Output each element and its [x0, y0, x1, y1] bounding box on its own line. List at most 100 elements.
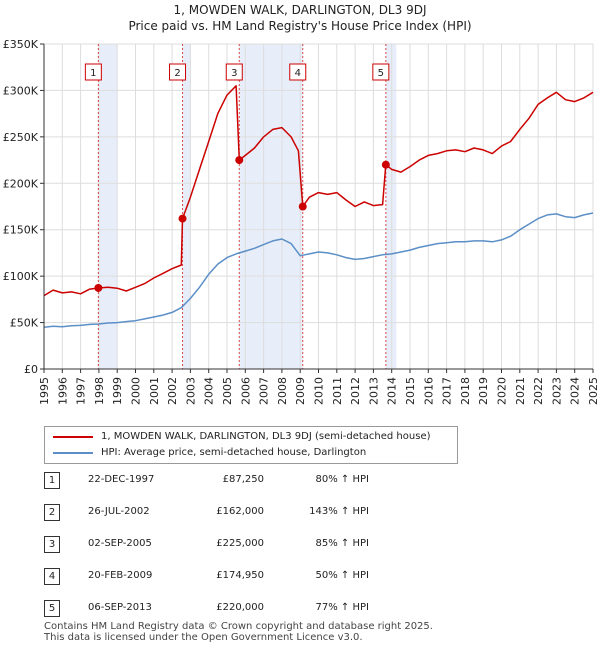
legend-swatch-hpi — [53, 452, 93, 454]
x-tick-label: 1998 — [93, 377, 106, 405]
sale-number: 1 — [44, 472, 60, 489]
y-tick-label: £150K — [3, 224, 39, 237]
x-tick-label: 2012 — [349, 377, 362, 405]
table-row: 3 02-SEP-2005 £225,000 85% ↑ HPI — [44, 536, 444, 554]
sale-number: 5 — [44, 600, 60, 617]
legend-swatch-property — [53, 436, 93, 438]
sale-hpi-change: 77% ↑ HPI — [315, 602, 369, 613]
y-tick-label: £300K — [3, 84, 39, 97]
footer-licence: This data is licensed under the Open Gov… — [44, 632, 363, 643]
sale-point — [235, 156, 244, 165]
x-tick-label: 2007 — [258, 377, 271, 405]
x-tick-label: 2018 — [459, 377, 472, 405]
sale-marker-label: 4 — [295, 68, 301, 79]
x-tick-label: 2025 — [587, 377, 600, 405]
chart-title-line2: Price paid vs. HM Land Registry's House … — [128, 19, 472, 33]
sale-number: 2 — [44, 504, 60, 521]
sale-point — [298, 202, 307, 211]
x-tick-label: 2011 — [331, 377, 344, 405]
x-tick-label: 2004 — [203, 377, 216, 405]
sale-marker-box — [225, 63, 243, 81]
hpi-line — [43, 212, 594, 328]
y-tick-label: £350K — [3, 38, 39, 51]
shaded-period — [98, 44, 118, 369]
x-tick-label: 2010 — [313, 377, 326, 405]
series-lines — [43, 85, 594, 328]
sale-marker-box — [84, 63, 102, 81]
x-tick-label: 1999 — [111, 377, 124, 405]
x-tick-label: 2006 — [239, 377, 252, 405]
x-tick-label: 2015 — [404, 377, 417, 405]
sale-marker-box — [372, 63, 390, 81]
y-tick-label: £200K — [3, 177, 39, 190]
axes: £0 £50K £100K £150K £200K £250K £300K £350K 1995… — [3, 38, 600, 405]
table-row: 4 20-FEB-2009 £174,950 50% ↑ HPI — [44, 568, 444, 586]
sale-hpi-change: 143% ↑ HPI — [309, 506, 369, 517]
sale-date: 06-SEP-2013 — [88, 602, 152, 613]
x-tick-label: 2003 — [184, 377, 197, 405]
x-tick-label: 2020 — [496, 377, 509, 405]
x-tick-label: 2023 — [550, 377, 563, 405]
sale-date: 20-FEB-2009 — [88, 570, 153, 581]
sale-point — [178, 214, 187, 223]
sale-number: 3 — [44, 536, 60, 553]
chart-title-line1: 1, MOWDEN WALK, DARLINGTON, DL3 9DJ — [173, 3, 427, 17]
property-price-line — [43, 85, 594, 297]
table-row: 1 22-DEC-1997 £87,250 80% ↑ HPI — [44, 472, 444, 490]
sale-marker-label: 5 — [378, 68, 384, 79]
sale-price: £225,000 — [216, 538, 264, 549]
x-tick-label: 2024 — [569, 377, 582, 405]
y-tick-label: £250K — [3, 131, 39, 144]
sale-points — [94, 156, 390, 292]
sale-price: £162,000 — [216, 506, 264, 517]
table-row: 5 06-SEP-2013 £220,000 77% ↑ HPI — [44, 600, 444, 618]
x-tick-label: 2014 — [386, 377, 399, 405]
sale-marker-label: 2 — [174, 68, 180, 79]
legend-item-property: 1, MOWDEN WALK, DARLINGTON, DL3 9DJ (sem… — [53, 429, 431, 445]
shaded-period — [385, 44, 397, 369]
x-tick-label: 2000 — [130, 377, 143, 405]
x-tick-label: 2017 — [441, 377, 454, 405]
sale-marker-label: 3 — [231, 68, 237, 79]
sale-marker-box — [289, 63, 307, 81]
legend-label-property: 1, MOWDEN WALK, DARLINGTON, DL3 9DJ (sem… — [101, 431, 431, 442]
footer-copyright: Contains HM Land Registry data © Crown c… — [44, 621, 433, 632]
footer: Contains HM Land Registry data © Crown c… — [44, 621, 433, 643]
y-tick-label: £50K — [10, 317, 39, 330]
x-tick-label: 1995 — [38, 377, 51, 405]
sale-date: 02-SEP-2005 — [88, 538, 152, 549]
x-tick-label: 2005 — [221, 377, 234, 405]
x-tick-label: 2013 — [367, 377, 380, 405]
price-chart: 1 2 3 4 5 £0 £50K £100K £150K £200K £250K £300K £35… — [3, 38, 600, 405]
sale-hpi-change: 85% ↑ HPI — [315, 538, 369, 549]
sale-hpi-change: 50% ↑ HPI — [315, 570, 369, 581]
x-tick-label: 2019 — [477, 377, 490, 405]
x-tick-label: 2008 — [276, 377, 289, 405]
x-tick-label: 2001 — [148, 377, 161, 405]
shaded-period — [239, 44, 303, 369]
sale-marker-label: 1 — [90, 68, 96, 79]
sale-point — [94, 283, 103, 292]
x-tick-label: 2002 — [166, 377, 179, 405]
sale-price: £174,950 — [216, 570, 264, 581]
x-tick-label: 2016 — [422, 377, 435, 405]
legend: 1, MOWDEN WALK, DARLINGTON, DL3 9DJ (sem… — [44, 426, 458, 464]
sale-marker-boxes: 1 2 3 4 5 — [84, 63, 390, 81]
sale-hpi-change: 80% ↑ HPI — [315, 474, 369, 485]
y-tick-label: £0 — [24, 363, 38, 376]
x-tick-label: 1996 — [56, 377, 69, 405]
sale-point — [381, 160, 390, 169]
x-tick-label: 2021 — [514, 377, 527, 405]
table-row: 2 26-JUL-2002 £162,000 143% ↑ HPI — [44, 504, 444, 522]
chart-title: 1, MOWDEN WALK, DARLINGTON, DL3 9DJ Pric… — [0, 2, 600, 34]
sale-date: 26-JUL-2002 — [88, 506, 150, 517]
x-tick-label: 2022 — [532, 377, 545, 405]
sale-date: 22-DEC-1997 — [88, 474, 155, 485]
sale-marker-box — [169, 63, 187, 81]
sale-number: 4 — [44, 568, 60, 585]
legend-item-hpi: HPI: Average price, semi-detached house,… — [53, 445, 366, 461]
legend-label-hpi: HPI: Average price, semi-detached house,… — [101, 447, 367, 458]
sale-price: £220,000 — [216, 602, 264, 613]
x-tick-label: 2009 — [294, 377, 307, 405]
x-tick-label: 1997 — [75, 377, 88, 405]
